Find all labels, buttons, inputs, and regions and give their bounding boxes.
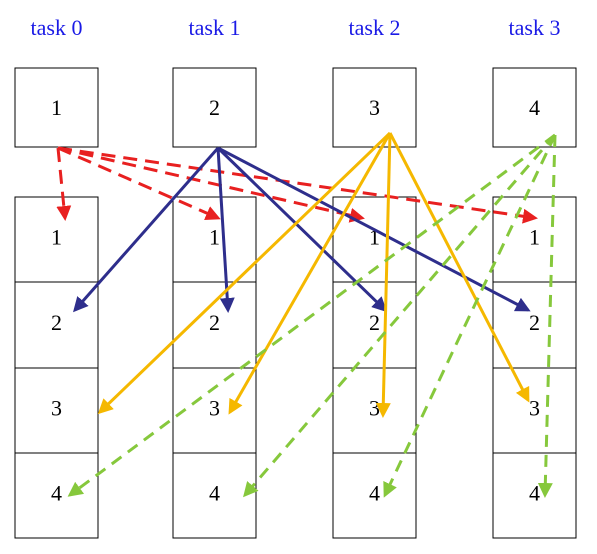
recv-value: 1 — [529, 225, 540, 250]
task-label: task 0 — [31, 15, 83, 40]
recv-box — [332, 367, 417, 454]
recv-value: 4 — [51, 481, 62, 506]
send-box — [14, 67, 99, 148]
recv-value: 2 — [529, 310, 540, 335]
arrow — [216, 147, 235, 313]
arrow — [217, 146, 531, 312]
recv-box — [172, 281, 257, 369]
recv-box — [492, 452, 577, 539]
send-box — [172, 67, 257, 148]
arrow — [73, 147, 220, 313]
arrow — [56, 147, 72, 221]
arrow — [67, 133, 556, 497]
task-label: task 3 — [509, 15, 561, 40]
send-box — [492, 67, 577, 148]
recv-box — [492, 281, 577, 369]
recv-value: 2 — [209, 310, 220, 335]
recv-value: 4 — [529, 481, 540, 506]
recv-box — [332, 452, 417, 539]
recv-value: 1 — [369, 225, 380, 250]
arrow — [57, 146, 365, 223]
recv-value: 4 — [369, 481, 380, 506]
arrow — [375, 132, 392, 418]
recv-box — [492, 367, 577, 454]
recv-value: 3 — [51, 396, 62, 421]
send-value: 2 — [209, 95, 220, 120]
recv-value: 4 — [209, 481, 220, 506]
arrows — [56, 131, 557, 498]
task-label: task 1 — [189, 15, 241, 40]
send-value: 1 — [51, 95, 62, 120]
recv-value: 2 — [369, 310, 380, 335]
send-value: 4 — [529, 95, 540, 120]
arrow — [537, 134, 557, 498]
arrow — [228, 132, 392, 415]
recv-box — [14, 367, 99, 454]
boxes: task 0 1 1 2 3 4 task 1 2 1 2 3 4 task 2 3 1 2 3 4 task 3 4… — [14, 15, 577, 539]
send-value: 3 — [369, 95, 380, 120]
send-box — [332, 67, 417, 148]
recv-box — [172, 452, 257, 539]
arrow — [388, 132, 530, 403]
arrow — [57, 146, 221, 221]
recv-value: 1 — [51, 225, 62, 250]
task-label: task 2 — [349, 15, 401, 40]
arrow — [57, 146, 538, 224]
recv-value: 3 — [209, 396, 220, 421]
recv-value: 1 — [209, 225, 220, 250]
recv-value: 3 — [529, 396, 540, 421]
recv-value: 3 — [369, 396, 380, 421]
recv-box — [14, 452, 99, 539]
arrow — [383, 134, 557, 498]
arrow — [97, 131, 392, 415]
recv-value: 2 — [51, 310, 62, 335]
